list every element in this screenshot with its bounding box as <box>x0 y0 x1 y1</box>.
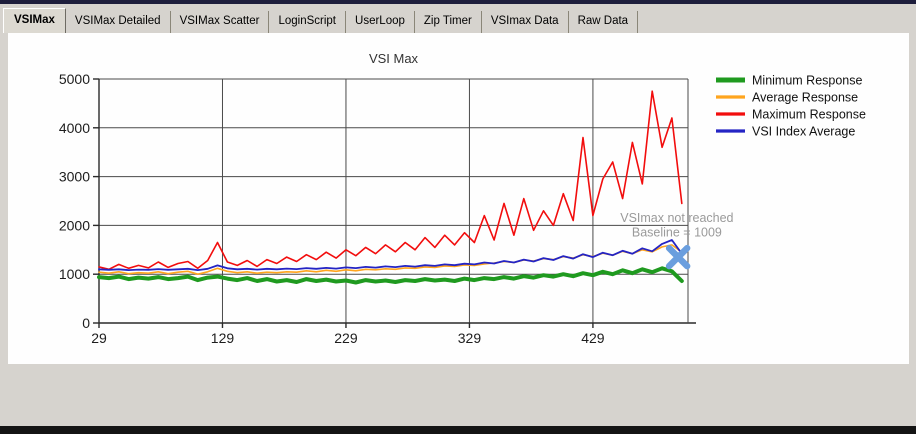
vsimax-annotation: VSImax not reached <box>620 211 733 225</box>
y-tick-label: 3000 <box>59 169 90 185</box>
tab-vsimax-data[interactable]: VSImax Data <box>482 11 569 33</box>
x-tick-label: 129 <box>211 330 235 346</box>
series-average-response <box>98 244 683 275</box>
legend-label: VSI Index Average <box>752 125 855 139</box>
window-top-border <box>0 0 916 4</box>
series-minimum-response <box>97 266 684 285</box>
legend-label: Average Response <box>752 91 858 105</box>
legend-label: Minimum Response <box>752 74 863 88</box>
series-maximum-response <box>98 90 683 271</box>
legend-label: Maximum Response <box>752 108 866 122</box>
x-tick-label: 429 <box>581 330 605 346</box>
controls-panel: ✓ Automically detect Mouse zoom Session … <box>0 364 916 426</box>
tab-loginscript[interactable]: LoginScript <box>269 11 347 33</box>
series-vsi-index-average <box>98 239 683 272</box>
chart-title: VSI Max <box>369 51 419 66</box>
x-tick-label: 229 <box>334 330 358 346</box>
tab-raw-data[interactable]: Raw Data <box>569 11 639 33</box>
tab-zip-timer[interactable]: Zip Timer <box>415 11 482 33</box>
tab-strip: VSIMax VSIMax Detailed VSIMax Scatter Login… <box>0 4 916 33</box>
y-tick-label: 0 <box>82 315 90 331</box>
tab-vsimax-detailed[interactable]: VSIMax Detailed <box>66 11 171 33</box>
x-tick-label: 29 <box>91 330 107 346</box>
y-tick-label: 4000 <box>59 120 90 136</box>
y-tick-label: 2000 <box>59 217 90 233</box>
x-tick-label: 329 <box>458 330 482 346</box>
vsi-chart-svg[interactable]: VSI Max 0 1000 2000 3000 4000 5000 29 129 229 329 4… <box>8 33 909 364</box>
window-bottom-edge <box>0 426 916 434</box>
vsimax-annotation: Baseline = 1009 <box>632 226 722 240</box>
tab-vsimax-scatter[interactable]: VSIMax Scatter <box>171 11 270 33</box>
tab-vsimax[interactable]: VSIMax <box>3 8 66 33</box>
chart-panel: VSI Max 0 1000 2000 3000 4000 5000 29 129 229 329 4… <box>8 33 909 364</box>
y-tick-label: 1000 <box>59 266 90 282</box>
vsimax-marker-icon <box>665 244 691 270</box>
y-tick-label: 5000 <box>59 71 90 87</box>
tab-userloop[interactable]: UserLoop <box>346 11 415 33</box>
